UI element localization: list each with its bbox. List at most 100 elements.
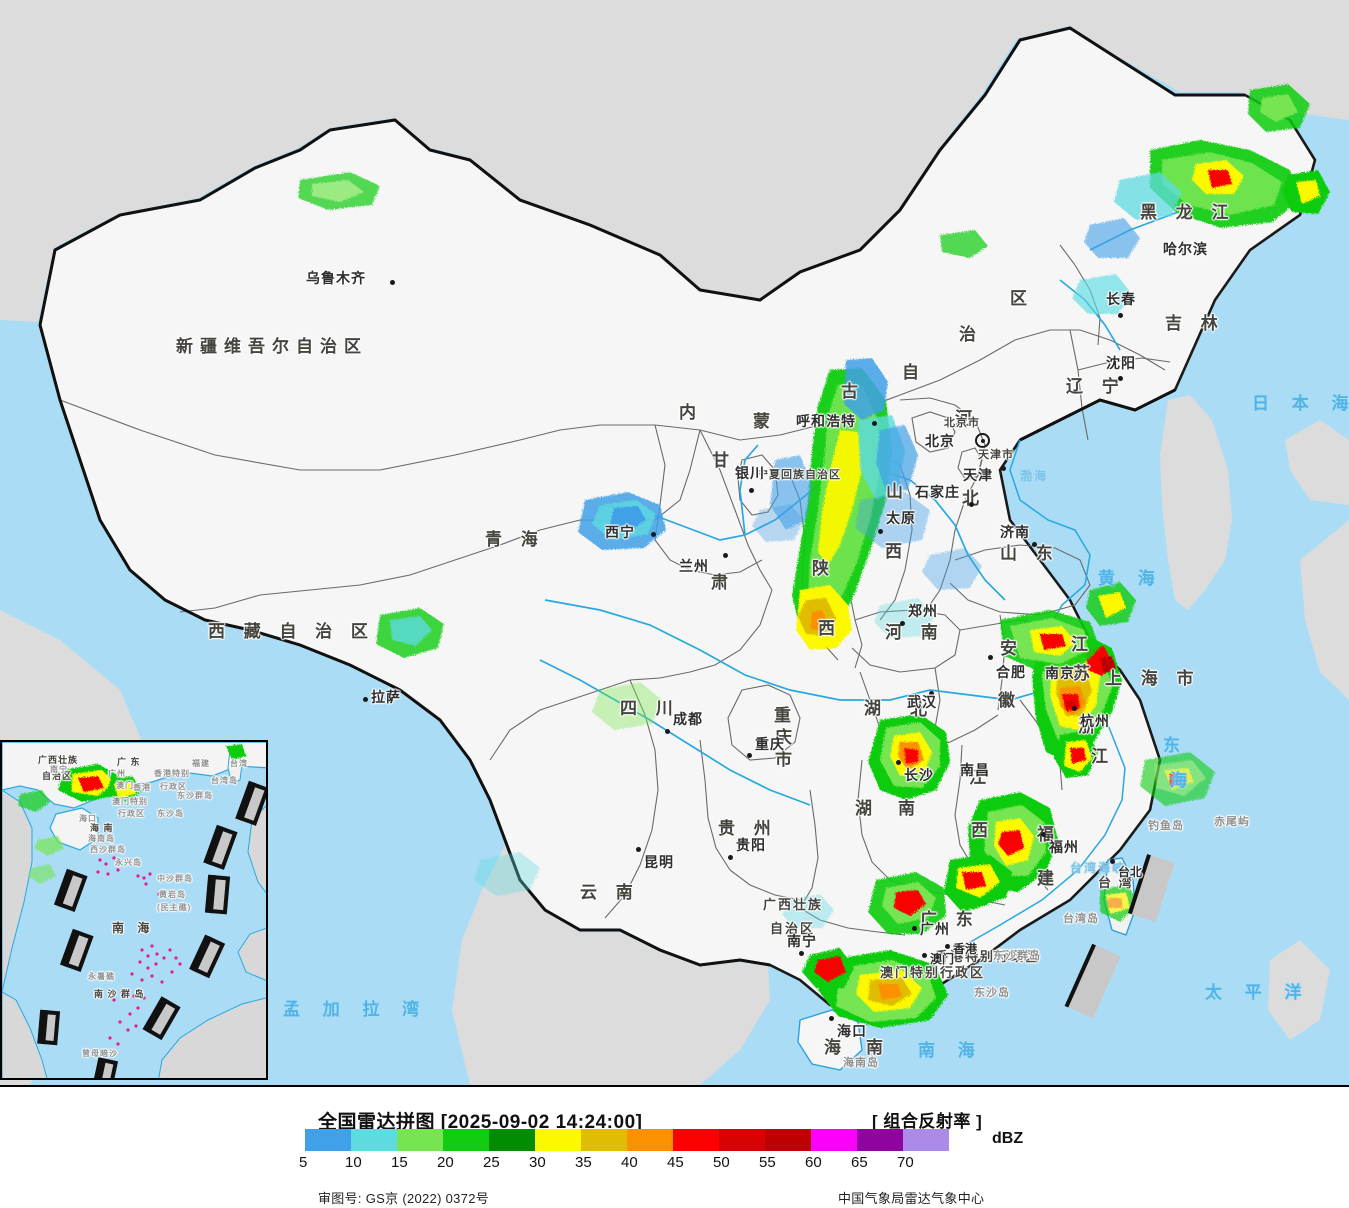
inset-label-23: (民主礁) xyxy=(157,903,192,912)
dbz-swatch-60 xyxy=(811,1129,857,1151)
city-marker-25 xyxy=(665,729,670,734)
sea-label-4: 海 xyxy=(1170,771,1196,790)
sea-label-6: 太 平 洋 xyxy=(1205,983,1311,1002)
province-label-15: 西 xyxy=(885,542,909,561)
inset-label-25: 永暑礁 xyxy=(88,972,115,981)
echo-scattered xyxy=(298,172,1215,928)
province-label-48: 南 xyxy=(866,1038,890,1057)
inset-label-22: 黄岩岛 xyxy=(159,890,186,899)
city-marker-5 xyxy=(872,421,877,426)
dbz-tick-70: 70 xyxy=(897,1154,914,1171)
echo-cluster-tibet xyxy=(376,608,444,658)
province-label-31: 北 xyxy=(910,700,934,719)
inset-label-0: 广西壮族 xyxy=(38,755,79,765)
inset-label-15: 东沙岛 xyxy=(157,809,184,818)
city-marker-8 xyxy=(1001,466,1006,471)
dbz-tick-25: 25 xyxy=(483,1154,500,1171)
dbz-swatch-35 xyxy=(581,1129,627,1151)
dbz-swatch-70 xyxy=(903,1129,949,1151)
city-marker-16 xyxy=(900,621,905,626)
city-label-9: 天津市 xyxy=(978,449,1014,461)
city-label-13: 沈阳 xyxy=(1106,355,1136,371)
province-label-8: 自 xyxy=(902,363,926,382)
city-label-33: 台北 xyxy=(1118,865,1143,879)
city-label-10: 石家庄 xyxy=(915,484,960,500)
city-label-2: 西宁 xyxy=(605,524,635,540)
city-label-32: 海口 xyxy=(837,1023,867,1039)
inset-label-26: 南 沙 群 岛 xyxy=(94,989,145,999)
city-label-6: 北京 xyxy=(925,433,955,449)
province-label-40: 市 xyxy=(775,750,799,769)
dbz-tick-20: 20 xyxy=(437,1154,454,1171)
province-label-30: 湖 xyxy=(864,699,888,718)
dbz-tick-30: 30 xyxy=(529,1154,546,1171)
province-label-20: 辽 宁 xyxy=(1066,377,1126,396)
province-label-44: 广西壮族 xyxy=(763,897,824,912)
province-label-41: 四 川 xyxy=(620,699,680,718)
sea-label-1: 黄 海 xyxy=(1098,569,1164,588)
province-label-38: 重 xyxy=(774,706,798,725)
echo-cluster-jiangsu xyxy=(1000,582,1136,672)
inset-label-21: 中沙群岛 xyxy=(157,874,193,883)
inset-label-5: 香港特别 xyxy=(154,769,190,778)
city-marker-28 xyxy=(799,951,804,956)
dbz-tick-10: 10 xyxy=(345,1154,362,1171)
province-label-45: 自治区 xyxy=(770,921,816,936)
inset-label-3: 广 东 xyxy=(117,757,141,767)
radar-map-canvas[interactable]: 新疆维吾尔自治区西 藏 自 治 区青 海甘肃内蒙古自治区宁夏回族自治区陕西山西河… xyxy=(0,0,1349,1085)
inset-label-10: 澳门 xyxy=(116,781,134,790)
province-label-47: 海 xyxy=(824,1038,848,1057)
city-marker-19 xyxy=(929,691,934,696)
province-label-32: 湖 xyxy=(855,799,879,818)
dbz-swatch-65 xyxy=(857,1129,903,1151)
dbz-tick-60: 60 xyxy=(805,1154,822,1171)
city-marker-21 xyxy=(978,767,983,772)
city-label-21: 南昌 xyxy=(960,762,990,778)
city-label-31: 澳门 xyxy=(930,952,955,966)
province-label-43: 云 南 xyxy=(580,883,640,902)
province-label-14: 山 xyxy=(886,482,910,501)
province-label-11: 宁夏回族自治区 xyxy=(757,469,841,481)
national-boundary xyxy=(38,26,1245,967)
sea-label-2: 渤海 xyxy=(1020,469,1049,483)
city-label-3: 兰州 xyxy=(679,558,709,574)
province-label-27: 上 海 市 xyxy=(1105,669,1201,688)
province-label-18: 河 南 xyxy=(885,623,945,642)
dbz-swatch-20 xyxy=(443,1129,489,1151)
city-label-12: 济南 xyxy=(1000,524,1030,540)
city-marker-3 xyxy=(723,553,728,558)
dbz-swatch-40 xyxy=(627,1129,673,1151)
dbz-swatch-45 xyxy=(673,1129,719,1151)
city-label-24: 重庆 xyxy=(755,736,785,752)
dbz-colorbar[interactable] xyxy=(305,1129,949,1151)
city-label-19: 武汉 xyxy=(907,694,937,710)
inset-label-9: 香港 xyxy=(133,783,151,792)
province-label-6: 蒙 xyxy=(753,412,777,431)
province-label-50: 澳门特别行政区 xyxy=(880,965,986,980)
radar-echo-layer xyxy=(298,84,1330,1028)
province-label-10: 区 xyxy=(1010,289,1034,308)
dbz-tick-40: 40 xyxy=(621,1154,638,1171)
south-china-sea-inset[interactable]: 广西壮族 自治区 南宁广 东广州 香港特别 行政区 澳门特别 行政区 香港 澳门 福建 台湾 台湾岛东… xyxy=(0,740,268,1080)
sea-label-5: 南 海 xyxy=(918,1041,984,1060)
province-label-1: 西 藏 自 治 区 xyxy=(208,622,375,641)
city-marker-15 xyxy=(1181,248,1186,253)
inset-label-20: 永兴岛 xyxy=(115,858,142,867)
issuing-agency: 中国气象局雷达气象中心 xyxy=(838,1191,985,1206)
inset-label-16: 海口 xyxy=(79,814,97,823)
province-label-34: 江 xyxy=(969,768,993,787)
inset-label-19: 西沙群岛 xyxy=(90,845,126,854)
province-label-19: 山 东 xyxy=(1000,544,1060,563)
dbz-swatch-25 xyxy=(489,1129,535,1151)
sea-label-8: 台湾海峡 xyxy=(1070,861,1127,875)
island-label-5: 海南岛 xyxy=(843,1057,879,1069)
city-label-25: 成都 xyxy=(673,711,703,727)
province-label-42: 贵 州 xyxy=(718,819,778,838)
province-label-49: 香港特别行政区 xyxy=(935,949,1041,964)
inset-label-12: 台湾 xyxy=(230,759,248,768)
inset-label-layer: 广西壮族 自治区 南宁广 东广州 香港特别 行政区 澳门特别 行政区 香港 澳门 福建 台湾 台湾岛东… xyxy=(2,742,266,1078)
map-approval-number: 审图号: GS京 (2022) 0372号 xyxy=(318,1191,490,1206)
inset-geometry xyxy=(2,742,266,1078)
province-label-24: 徽 xyxy=(998,691,1022,710)
dbz-swatch-50 xyxy=(719,1129,765,1151)
